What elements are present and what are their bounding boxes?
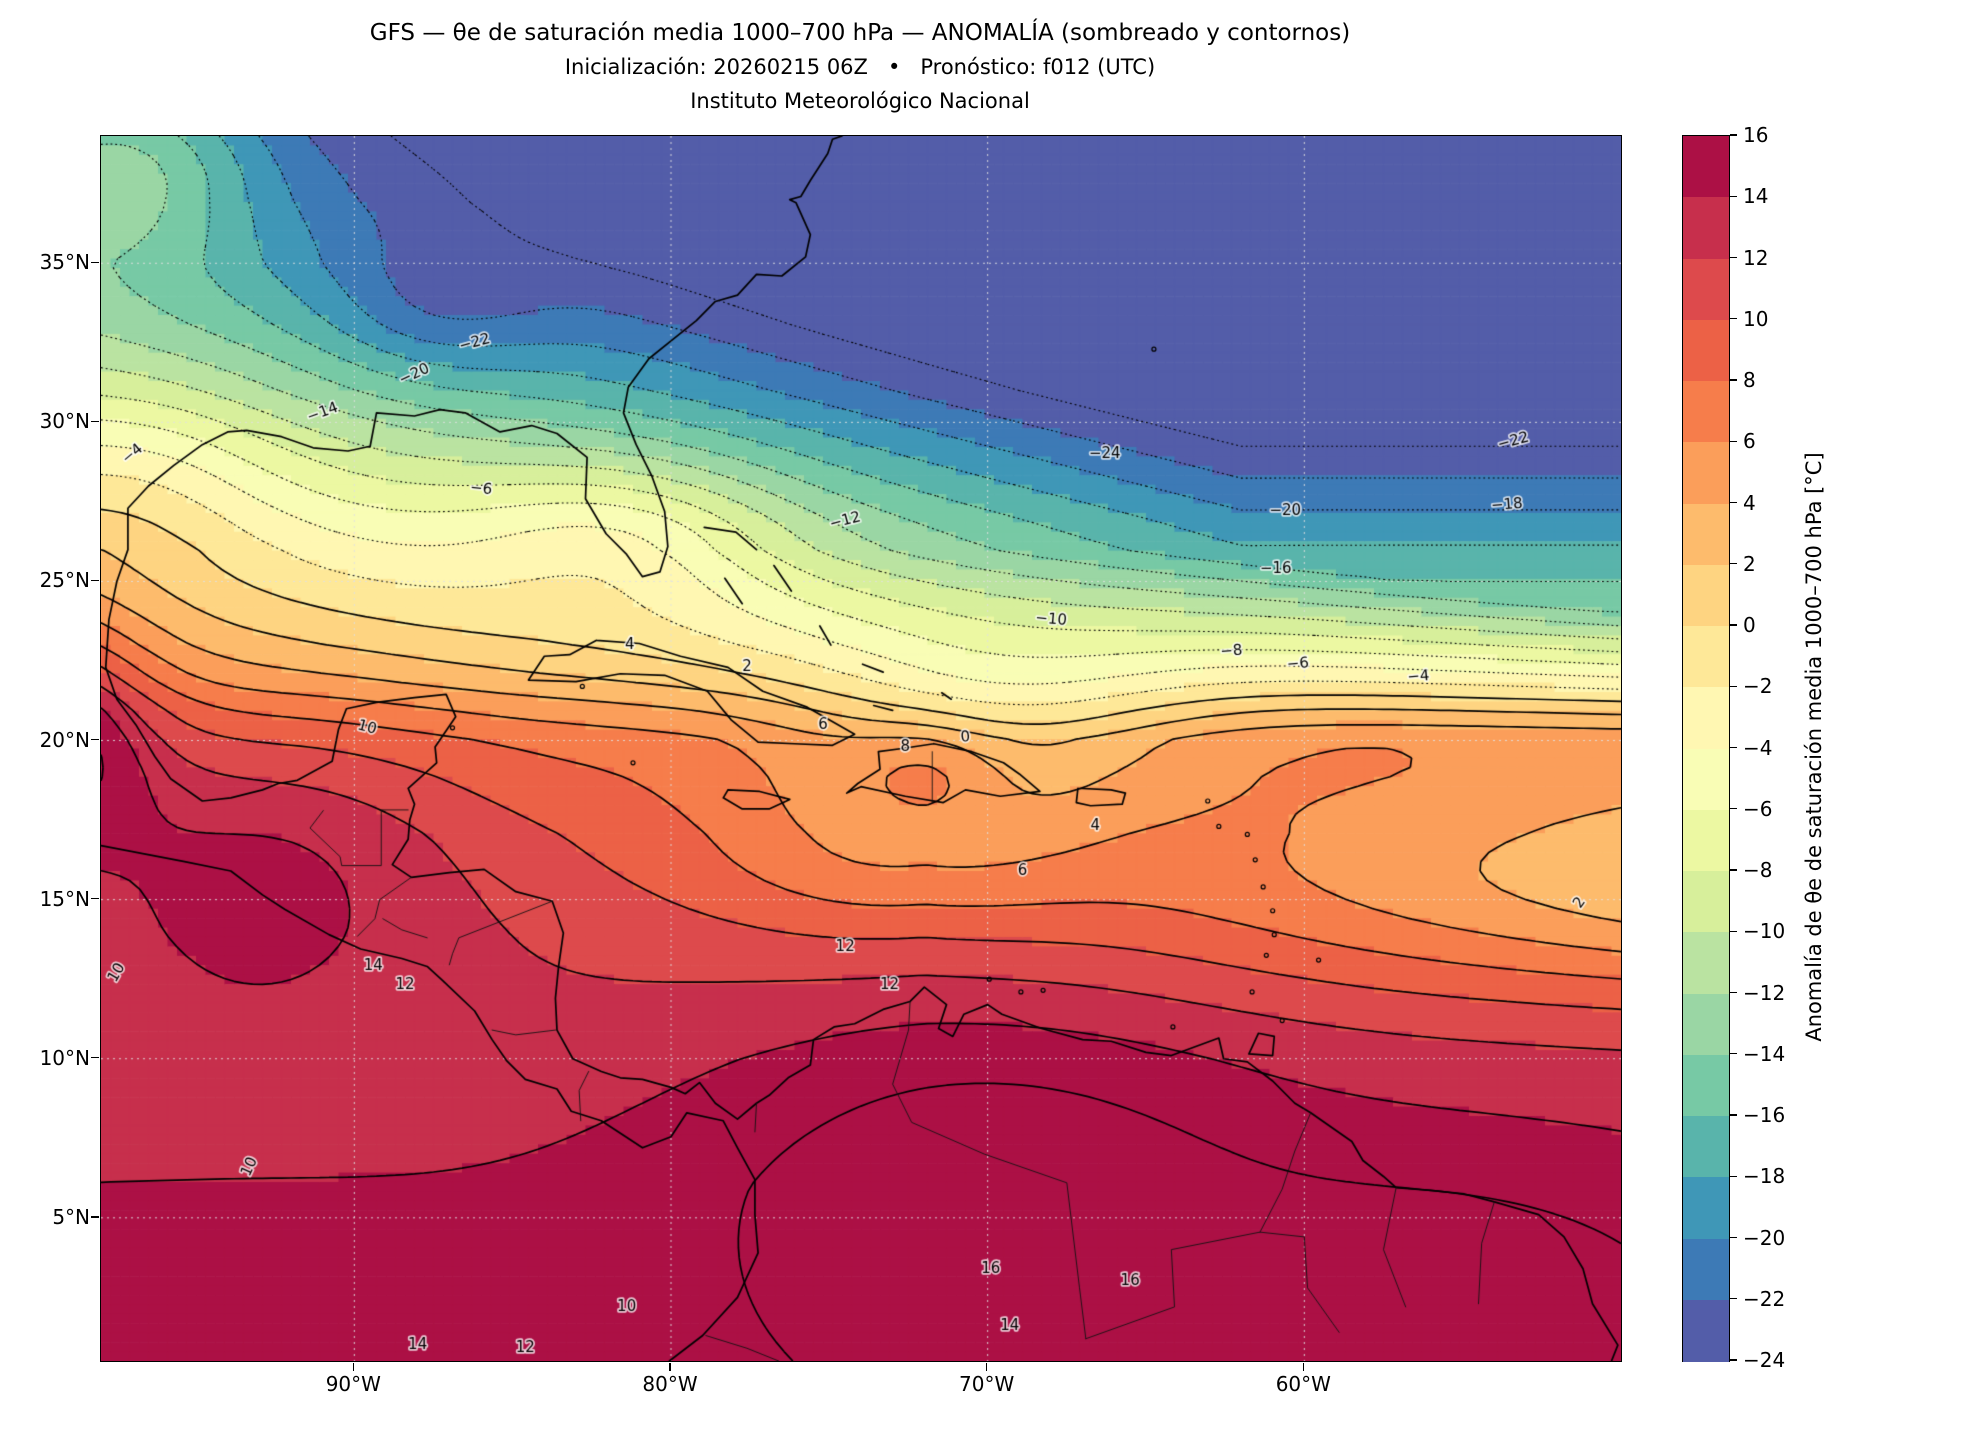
colorbar-tick-label: 6 [1743, 429, 1756, 454]
colorbar-tick-label: −2 [1743, 674, 1773, 699]
colorbar-tick-label: 14 [1743, 184, 1769, 209]
colorbar-tick-mark [1730, 808, 1737, 810]
y-tick-mark [91, 420, 99, 423]
y-tick-label: 30°N [39, 409, 90, 434]
colorbar-tick-label: 10 [1743, 306, 1769, 331]
colorbar-cell [1683, 1299, 1729, 1362]
y-tick-mark [91, 579, 99, 582]
y-tick-label: 35°N [39, 250, 90, 275]
colorbar-cell [1683, 564, 1729, 627]
x-tick-label: 80°W [642, 1372, 698, 1396]
colorbar-tick-label: 2 [1743, 551, 1756, 576]
colorbar-tick-mark [1730, 1175, 1737, 1177]
x-tick-mark [985, 1363, 988, 1371]
y-tick-mark [91, 1216, 99, 1218]
map-axes [100, 135, 1622, 1362]
colorbar-tick-mark [1730, 1298, 1737, 1300]
chart-title: GFS — θe de saturación media 1000–700 hP… [369, 20, 1351, 46]
colorbar-tick-label: −10 [1743, 919, 1786, 944]
x-tick-mark [352, 1363, 355, 1371]
colorbar-cell [1683, 1116, 1729, 1178]
y-tick-label: 25°N [39, 568, 90, 593]
x-tick-label: 90°W [325, 1372, 381, 1396]
anomaly-map-canvas [101, 136, 1621, 1361]
colorbar-cell [1683, 442, 1729, 504]
y-tick-label: 20°N [39, 727, 90, 752]
colorbar-tick-mark [1730, 746, 1737, 749]
colorbar-tick-label: −24 [1743, 1348, 1786, 1372]
chart-subtitle: Inicialización: 20260215 06Z • Pronóstic… [564, 55, 1156, 79]
colorbar-tick-mark [1730, 440, 1737, 442]
x-tick-label: 60°W [1275, 1372, 1331, 1396]
colorbar-tick-label: −14 [1743, 1041, 1786, 1066]
x-tick-mark [1302, 1363, 1305, 1371]
colorbar-tick-label: 4 [1743, 490, 1756, 515]
colorbar-tick-mark [1730, 624, 1737, 626]
colorbar-tick-mark [1730, 501, 1737, 504]
colorbar-cell [1683, 381, 1729, 443]
y-tick-mark [91, 261, 99, 264]
x-tick-mark [669, 1363, 671, 1371]
colorbar-tick-mark [1730, 930, 1737, 932]
y-tick-mark [91, 1056, 99, 1059]
colorbar-tick-mark [1730, 134, 1737, 136]
colorbar-tick-label: 8 [1743, 368, 1756, 392]
colorbar-tick-mark [1730, 195, 1737, 197]
colorbar-tick-label: −8 [1743, 858, 1773, 882]
colorbar-tick-mark [1730, 256, 1737, 259]
colorbar-tick-label: −6 [1743, 796, 1773, 821]
chart-institution: Instituto Meteorológico Nacional [690, 89, 1030, 113]
colorbar-tick-mark [1730, 318, 1737, 320]
colorbar-cell [1683, 503, 1729, 566]
colorbar-cell [1683, 687, 1729, 749]
colorbar-tick-mark [1730, 1053, 1737, 1055]
y-tick-label: 10°N [39, 1045, 90, 1070]
y-tick-mark [91, 738, 99, 741]
colorbar-cell [1683, 319, 1729, 382]
x-tick-label: 70°W [959, 1372, 1015, 1396]
colorbar-cell [1683, 809, 1729, 872]
colorbar-tick-mark [1730, 685, 1737, 687]
colorbar-tick-mark [1730, 1359, 1737, 1361]
colorbar-cell [1683, 197, 1729, 259]
colorbar-tick-mark [1730, 1236, 1737, 1239]
colorbar-cell [1683, 1054, 1729, 1117]
colorbar-tick-mark [1730, 379, 1737, 381]
colorbar-label: Anomalía de θe de saturación media 1000–… [1802, 452, 1826, 1042]
colorbar-cell [1683, 932, 1729, 994]
colorbar-tick-mark [1730, 991, 1737, 994]
colorbar-tick-mark [1730, 869, 1737, 871]
colorbar-tick-label: 0 [1743, 613, 1756, 637]
colorbar-cell [1683, 1177, 1729, 1239]
colorbar-tick-label: −20 [1743, 1225, 1786, 1250]
y-tick-label: 5°N [52, 1204, 90, 1229]
colorbar [1682, 135, 1730, 1362]
colorbar-cell [1683, 748, 1729, 811]
colorbar-cell [1683, 626, 1729, 688]
colorbar-tick-label: −16 [1743, 1103, 1786, 1127]
colorbar-tick-label: −12 [1743, 980, 1786, 1005]
y-tick-label: 15°N [39, 886, 90, 911]
colorbar-tick-mark [1730, 1114, 1737, 1116]
y-tick-mark [91, 897, 99, 900]
colorbar-cell [1683, 136, 1729, 198]
colorbar-cell [1683, 258, 1729, 321]
colorbar-tick-label: 12 [1743, 245, 1769, 270]
colorbar-tick-mark [1730, 563, 1737, 565]
colorbar-tick-label: −22 [1743, 1286, 1786, 1311]
colorbar-cell [1683, 993, 1729, 1056]
colorbar-tick-label: 16 [1743, 123, 1769, 147]
colorbar-cell [1683, 871, 1729, 933]
colorbar-tick-label: −18 [1743, 1164, 1786, 1189]
colorbar-tick-label: −4 [1743, 735, 1773, 760]
colorbar-cell [1683, 1238, 1729, 1301]
